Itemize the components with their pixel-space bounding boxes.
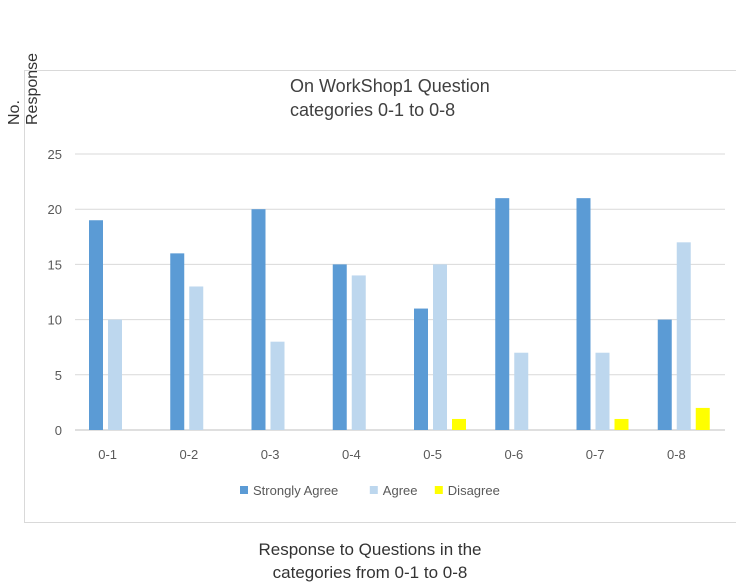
bar — [657, 319, 672, 430]
x-tick-label: 0-4 — [342, 447, 361, 462]
bar — [576, 198, 591, 430]
x-tick-label: 0-6 — [504, 447, 523, 462]
bar — [695, 407, 710, 430]
x-tick-label: 0-8 — [667, 447, 686, 462]
legend-label: Disagree — [448, 483, 500, 498]
chart-title: On WorkShop1 Question categories 0-1 to … — [290, 74, 590, 122]
bar — [514, 352, 529, 430]
x-tick-label: 0-3 — [261, 447, 280, 462]
y-tick-label: 25 — [48, 147, 62, 162]
y-tick-label: 0 — [55, 423, 62, 438]
bar — [251, 209, 266, 430]
legend-swatch — [369, 486, 378, 494]
x-tick-label: 0-1 — [98, 447, 117, 462]
legend-label: Strongly Agree — [253, 483, 338, 498]
chart-title-line-2: categories 0-1 to 0-8 — [290, 100, 456, 120]
y-tick-label: 20 — [48, 202, 62, 217]
legend-swatch — [240, 486, 248, 494]
x-tick-label: 0-5 — [423, 447, 442, 462]
bar — [332, 264, 347, 430]
chart-title-line-1: On WorkShop1 Question — [290, 76, 490, 96]
bar — [351, 275, 366, 430]
bar — [89, 220, 103, 430]
bar — [676, 242, 691, 430]
bar — [495, 198, 510, 430]
y-tick-label: 10 — [48, 313, 62, 328]
bar — [452, 418, 466, 430]
chart-area — [24, 70, 736, 523]
bar — [595, 352, 610, 430]
x-axis-label-line-2: categories from 0-1 to 0-8 — [272, 563, 468, 582]
x-axis-label: Response to Questions in the categories … — [200, 538, 540, 584]
y-tick-label: 5 — [55, 368, 62, 383]
legend-label: Agree — [383, 483, 418, 498]
bar — [108, 319, 122, 430]
x-tick-label: 0-7 — [586, 447, 605, 462]
y-tick-label: 15 — [48, 257, 62, 272]
x-axis-label-line-1: Response to Questions in the — [258, 540, 482, 559]
x-tick-label: 0-2 — [179, 447, 198, 462]
legend-swatch — [434, 486, 443, 494]
bar — [170, 253, 185, 430]
bar — [433, 264, 447, 430]
bar — [614, 418, 629, 430]
bar — [414, 308, 428, 430]
bar — [189, 286, 204, 430]
bar — [270, 341, 285, 430]
